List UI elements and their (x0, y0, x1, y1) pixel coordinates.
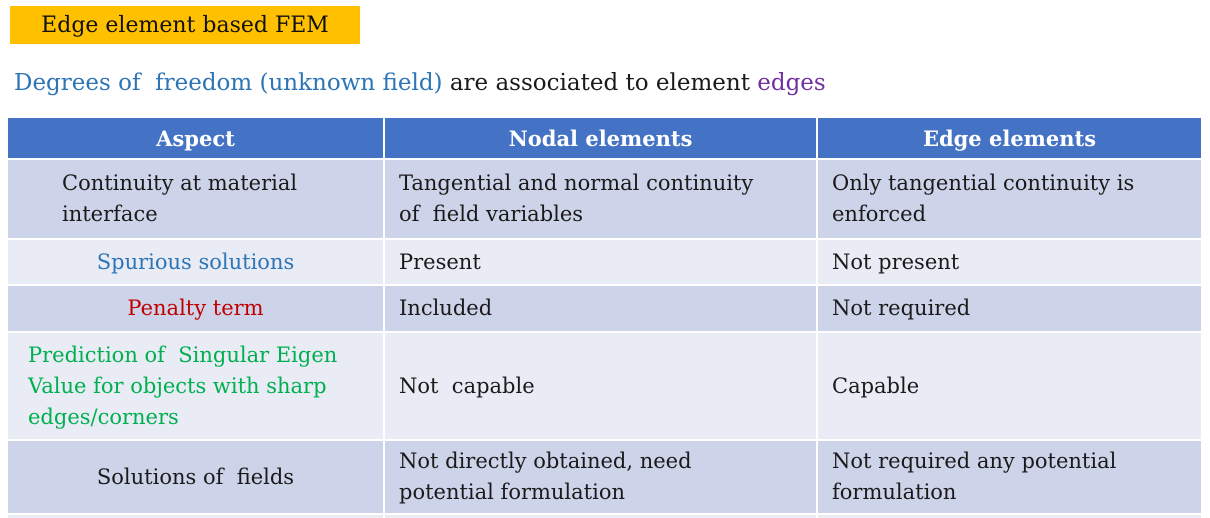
table-partial-row-cell (818, 515, 1201, 518)
table-cell-aspect-penalty: Penalty term (8, 286, 383, 331)
table-header-edge-elements: Edge elements (818, 118, 1201, 158)
table-header-nodal-elements: Nodal elements (385, 118, 816, 158)
table-cell-aspect-spurious: Spurious solutions (8, 240, 383, 284)
title-box: Edge element based FEM (10, 6, 360, 44)
table-cell-edge-continuity: Only tangential continuity is enforced (818, 160, 1201, 238)
table-cell-edge-solutions: Not required any potential formulation (818, 441, 1201, 513)
table-cell-nodal-eigenvalue: Not capable (385, 333, 816, 439)
table-cell-nodal-continuity: Tangential and normal continuity of fiel… (385, 160, 816, 238)
table-cell-edge-eigenvalue: Capable (818, 333, 1201, 439)
subtitle-highlight-edges: edges (757, 70, 826, 96)
table-cell-edge-penalty: Not required (818, 286, 1201, 331)
subtitle-plain-text: are associated to element (442, 70, 758, 96)
subtitle-highlight-dof: Degrees of freedom (unknown field) (14, 70, 443, 96)
table-cell-nodal-spurious: Present (385, 240, 816, 284)
table-cell-aspect-solutions: Solutions of fields (8, 441, 383, 513)
slide-title: Edge element based FEM (41, 12, 329, 38)
subtitle: Degrees of freedom (unknown field) are a… (14, 68, 1194, 98)
comparison-table: Aspect Nodal elements Edge elements Cont… (8, 118, 1201, 518)
table-cell-aspect-eigenvalue: Prediction of Singular Eigen Value for o… (8, 333, 383, 439)
table-cell-nodal-penalty: Included (385, 286, 816, 331)
table-partial-row-cell (385, 515, 816, 518)
table-cell-nodal-solutions: Not directly obtained, need potential fo… (385, 441, 816, 513)
table-partial-row-cell (8, 515, 383, 518)
table-cell-aspect-continuity: Continuity at material interface (8, 160, 383, 238)
table-cell-edge-spurious: Not present (818, 240, 1201, 284)
table-header-aspect: Aspect (8, 118, 383, 158)
